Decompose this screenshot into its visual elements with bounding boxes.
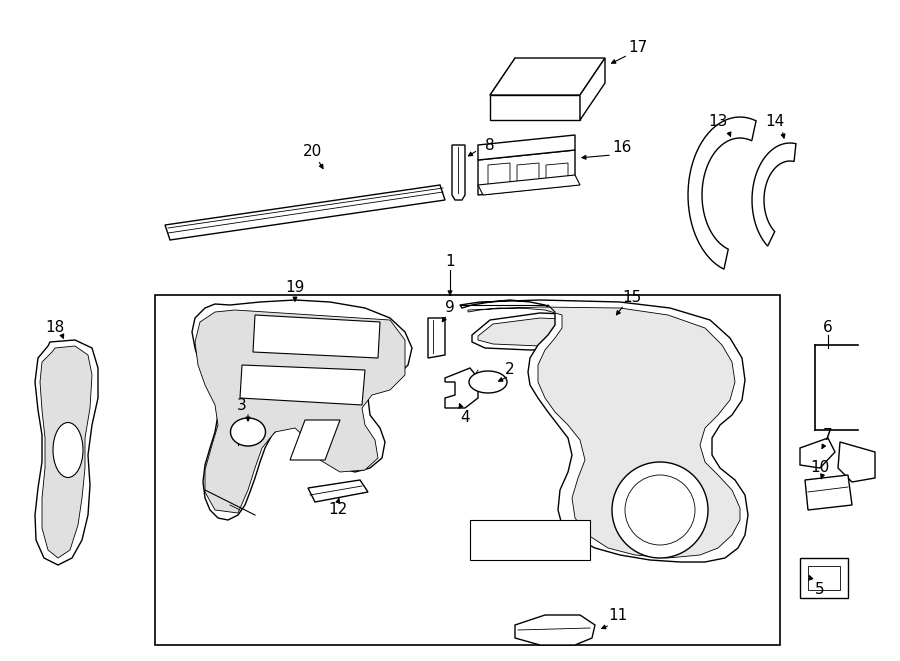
Polygon shape — [290, 420, 340, 460]
Bar — [155, 295, 780, 645]
Text: 5: 5 — [815, 582, 824, 598]
Polygon shape — [445, 368, 478, 408]
Polygon shape — [35, 340, 98, 565]
Polygon shape — [428, 318, 445, 358]
Circle shape — [625, 475, 695, 545]
Polygon shape — [460, 300, 748, 562]
Polygon shape — [195, 310, 405, 513]
Text: 11: 11 — [608, 607, 627, 623]
Ellipse shape — [53, 422, 83, 477]
Polygon shape — [752, 143, 796, 246]
Text: 18: 18 — [45, 321, 65, 336]
Text: 6: 6 — [824, 321, 832, 336]
Text: 8: 8 — [485, 137, 495, 153]
Polygon shape — [165, 185, 445, 240]
Text: 9: 9 — [446, 301, 454, 315]
Text: 13: 13 — [708, 114, 728, 130]
Text: 2: 2 — [505, 362, 515, 377]
Bar — [470, 520, 590, 560]
Text: 3: 3 — [237, 397, 247, 412]
Ellipse shape — [230, 418, 266, 446]
Polygon shape — [192, 300, 412, 520]
Polygon shape — [478, 318, 600, 346]
Text: 4: 4 — [460, 410, 470, 426]
Polygon shape — [546, 163, 568, 185]
Text: 10: 10 — [810, 461, 830, 475]
Text: 12: 12 — [328, 502, 347, 518]
Text: 19: 19 — [285, 280, 305, 295]
Polygon shape — [478, 175, 580, 195]
Text: 1: 1 — [446, 254, 454, 270]
Polygon shape — [515, 615, 595, 645]
Polygon shape — [838, 442, 875, 482]
Polygon shape — [488, 163, 510, 185]
Polygon shape — [240, 365, 365, 405]
Polygon shape — [468, 307, 740, 558]
Polygon shape — [490, 58, 605, 95]
Polygon shape — [40, 346, 92, 558]
Text: 16: 16 — [612, 141, 632, 155]
Circle shape — [612, 462, 708, 558]
Polygon shape — [517, 163, 539, 185]
Polygon shape — [808, 566, 840, 590]
Text: 15: 15 — [623, 290, 642, 305]
Polygon shape — [478, 135, 575, 160]
Polygon shape — [478, 150, 575, 195]
Text: 17: 17 — [628, 40, 648, 56]
Text: 7: 7 — [824, 428, 832, 442]
Polygon shape — [580, 58, 605, 120]
Text: 20: 20 — [302, 145, 321, 159]
Polygon shape — [308, 480, 368, 502]
Polygon shape — [253, 315, 380, 358]
Text: 14: 14 — [765, 114, 785, 130]
Polygon shape — [800, 558, 848, 598]
Polygon shape — [688, 117, 756, 269]
Polygon shape — [805, 475, 852, 510]
Polygon shape — [472, 313, 610, 350]
Ellipse shape — [469, 371, 507, 393]
Polygon shape — [452, 145, 465, 200]
Polygon shape — [490, 95, 580, 120]
Polygon shape — [800, 438, 835, 468]
